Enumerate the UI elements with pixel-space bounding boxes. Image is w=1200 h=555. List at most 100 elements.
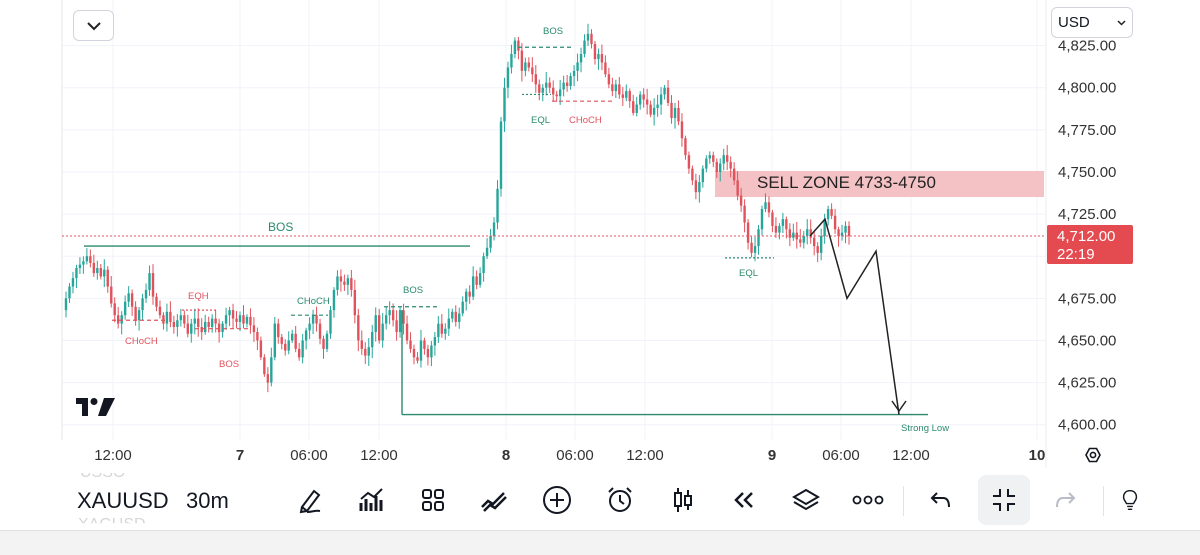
axis-settings-icon[interactable] — [1085, 447, 1101, 463]
candle-down — [249, 316, 252, 326]
candle-down — [113, 303, 116, 316]
candle-down — [162, 315, 165, 324]
candle-down — [134, 306, 137, 321]
projection-path[interactable] — [809, 217, 900, 415]
drawings-button[interactable] — [474, 480, 514, 520]
time-axis[interactable]: 12:00 7 06:00 12:00 8 06:00 12:00 9 06:00 12:00 10 — [94, 447, 1101, 464]
candle-up — [329, 310, 332, 334]
candle-down — [694, 180, 698, 193]
candle-up — [652, 107, 656, 115]
candle-up — [388, 310, 391, 316]
candle-up — [367, 347, 370, 356]
candle-down — [322, 338, 325, 349]
replay-button[interactable] — [724, 480, 764, 520]
candle-down — [618, 84, 621, 95]
chevron-down-icon — [86, 21, 101, 30]
candle-up — [120, 315, 123, 324]
candle-down — [565, 82, 569, 87]
candle-down — [360, 340, 363, 349]
candle-down — [847, 225, 851, 236]
toolbar-divider — [1103, 486, 1104, 516]
redo-button[interactable] — [1045, 480, 1085, 520]
symbol-label[interactable]: XAUUSD — [77, 488, 169, 513]
chart-grid — [61, 0, 1047, 470]
time-tick-label: 12:00 — [360, 447, 398, 464]
candle-down — [117, 315, 120, 324]
candle-down — [440, 323, 444, 334]
candle-down — [364, 348, 367, 356]
ideas-button[interactable] — [1120, 480, 1140, 520]
candle-down — [353, 289, 357, 316]
undo-button[interactable] — [921, 480, 961, 520]
candle-up — [708, 155, 711, 159]
layers-button[interactable] — [786, 480, 826, 520]
candle-up — [64, 298, 68, 311]
candle-up — [71, 278, 75, 287]
candle-up — [137, 310, 141, 321]
templates-button[interactable] — [413, 480, 453, 520]
candle-down — [552, 87, 555, 95]
price-axis[interactable]: 4,825.00 4,800.00 4,775.00 4,750.00 4,725.00… — [1058, 38, 1116, 434]
chevron-down-icon — [1117, 20, 1126, 26]
candle-up — [204, 321, 207, 333]
fullscreen-exit-button[interactable] — [978, 475, 1030, 525]
layers-icon — [792, 488, 820, 511]
candle-up — [444, 328, 447, 334]
candle-up — [148, 273, 151, 290]
candle-down — [750, 242, 753, 253]
candle-down — [743, 205, 746, 223]
candle-up — [503, 87, 506, 122]
candle-up — [384, 315, 388, 324]
candle-up — [381, 323, 384, 341]
indicators-button[interactable] — [351, 480, 391, 520]
candle-down — [318, 323, 322, 339]
more-icon — [852, 495, 884, 505]
currency-label: USD — [1058, 14, 1090, 31]
toolbar-divider — [903, 486, 904, 516]
candle-up — [510, 54, 513, 68]
bottom-strip — [0, 530, 1200, 555]
currency-selector[interactable]: USD — [1051, 7, 1133, 38]
candle-down — [590, 33, 593, 44]
candle-up — [291, 333, 294, 341]
candle-up — [819, 236, 823, 253]
more-button[interactable] — [848, 480, 888, 520]
candle-up — [614, 84, 618, 92]
candle-down — [687, 155, 691, 169]
candle-up — [506, 67, 510, 88]
candle-up — [301, 340, 304, 358]
candle-up — [513, 40, 517, 55]
candle-up — [496, 188, 499, 223]
candle-up — [451, 311, 454, 319]
candle-up — [576, 62, 579, 71]
interval-label[interactable]: 30m — [186, 488, 229, 513]
candle-down — [294, 333, 297, 349]
candle-up — [583, 40, 586, 55]
candle-up — [82, 261, 85, 265]
brush-tool-button[interactable] — [290, 480, 330, 520]
candle-up — [673, 107, 677, 119]
price-tick-label: 4,725.00 — [1058, 206, 1116, 223]
collapse-button[interactable] — [73, 10, 114, 41]
candle-up — [579, 54, 583, 63]
candle-up — [492, 222, 496, 236]
candle-down — [736, 180, 739, 196]
candle-up — [541, 87, 544, 93]
alert-icon — [608, 487, 632, 512]
candle-down — [297, 348, 301, 358]
candle-down — [531, 67, 534, 75]
sell-zone-box[interactable] — [715, 171, 1044, 197]
candle-up — [85, 256, 89, 262]
candle-down — [186, 323, 189, 334]
candle-down — [771, 212, 774, 226]
add-button[interactable] — [537, 480, 577, 520]
bos-top-label: BOS — [543, 26, 563, 37]
candle-down — [593, 43, 597, 60]
price-tick-label: 4,775.00 — [1058, 122, 1116, 139]
candle-down — [423, 340, 426, 349]
alert-button[interactable] — [600, 480, 640, 520]
candle-down — [252, 325, 256, 333]
candle-up — [471, 276, 475, 297]
chart-type-button[interactable] — [663, 480, 703, 520]
